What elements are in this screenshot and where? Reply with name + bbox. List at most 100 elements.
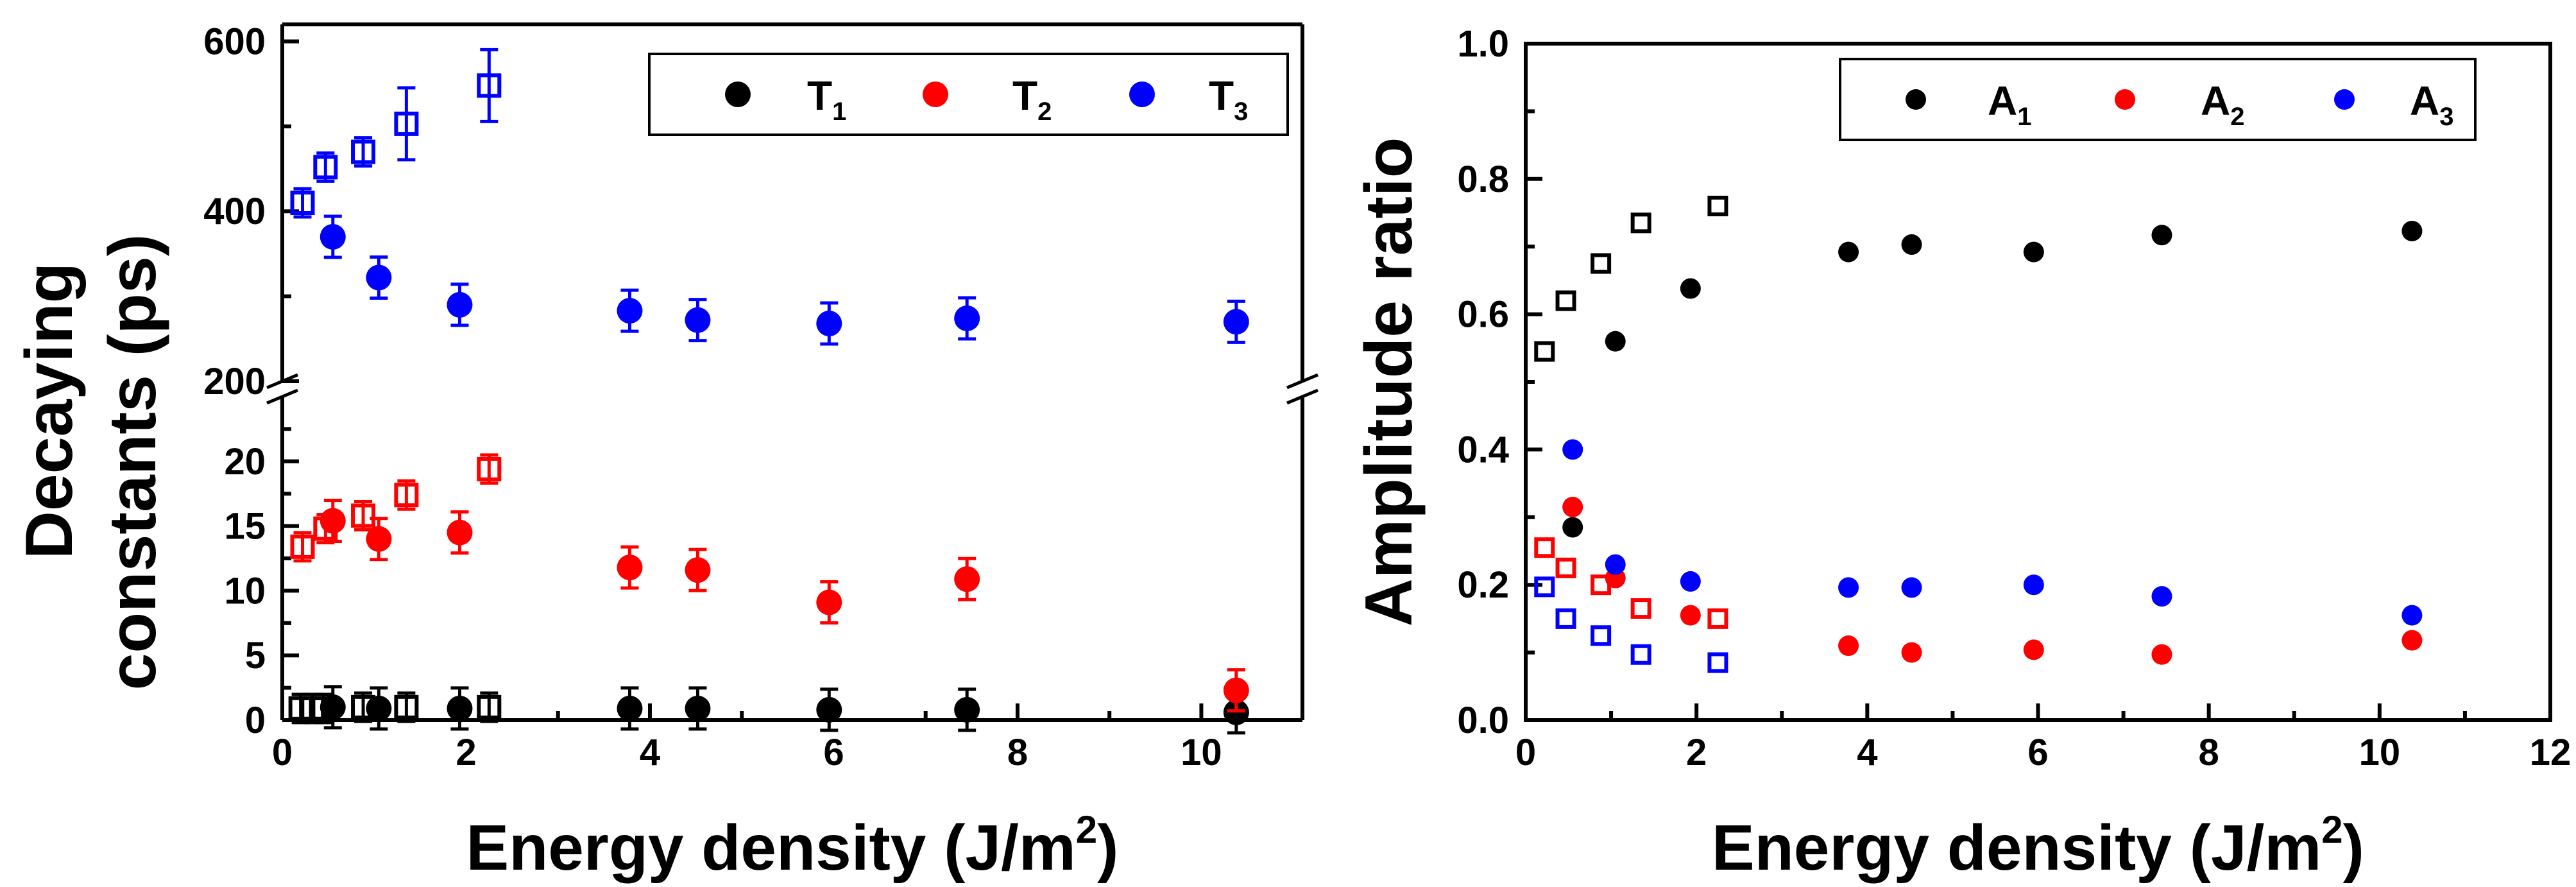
y-tick-label: 0.8 <box>1457 159 1509 200</box>
data-point-open <box>1630 598 1651 619</box>
x-tick-label: 4 <box>1857 732 1877 773</box>
y-axis-label-line1: Decaying <box>12 263 87 559</box>
data-point-filled <box>2401 605 2423 626</box>
data-point-open <box>394 694 419 719</box>
legend-label-sub: 1 <box>2017 103 2031 131</box>
y-tick-label: 600 <box>203 21 266 62</box>
data-point-open <box>1555 290 1576 311</box>
x-tick-label: 6 <box>823 732 844 773</box>
y-tick-label: 0.0 <box>1457 700 1509 741</box>
x-axis-label-close: ) <box>2343 812 2364 884</box>
data-point-filled <box>2151 225 2172 246</box>
legend-label: A2 <box>2201 78 2244 131</box>
data-point-filled <box>447 695 473 721</box>
data-point-filled <box>320 508 346 534</box>
data-point-filled <box>2401 630 2423 651</box>
data-point-filled <box>1680 605 1701 626</box>
data-point-filled <box>447 519 473 546</box>
data-point-filled <box>954 696 980 723</box>
data-point-open <box>477 456 502 481</box>
series-a3 <box>1534 439 2423 673</box>
data-point-open <box>394 111 419 136</box>
legend-label-sub: 1 <box>832 98 846 126</box>
data-point-filled <box>1838 635 1859 657</box>
x-tick-label: 6 <box>2027 732 2048 773</box>
legend-label-sub: 2 <box>1037 98 1052 126</box>
x-axis-label: Energy density (J/m2) <box>1712 808 2364 884</box>
legend-label-name: T <box>1209 73 1234 119</box>
data-point-filled <box>1605 554 1626 575</box>
data-point-open <box>1591 253 1612 274</box>
legend-box <box>648 53 1289 136</box>
series-t1 <box>288 685 1249 735</box>
data-point-filled <box>1680 278 1701 299</box>
data-point-open <box>1591 625 1612 646</box>
y-tick-label: 0.4 <box>1457 429 1509 470</box>
data-point-filled <box>1838 241 1859 263</box>
legend-label-name: T <box>807 73 832 119</box>
y-tick-label: 0 <box>245 700 266 741</box>
legend-label-name: A <box>2201 78 2230 124</box>
x-axis-label-close: ) <box>1097 812 1118 884</box>
y-tick-label: 0.6 <box>1457 294 1509 336</box>
data-point-filled <box>1901 234 1922 255</box>
data-point-open <box>1630 644 1651 665</box>
legend-label-sub: 2 <box>2230 103 2244 131</box>
data-point-filled <box>1562 439 1583 460</box>
legend-marker <box>923 82 948 107</box>
data-point-filled <box>816 696 842 723</box>
data-point-filled <box>1223 309 1249 335</box>
x-axis-label-text: Energy density (J/m <box>466 812 1076 884</box>
data-point-filled <box>2023 241 2044 263</box>
data-point-filled <box>1605 331 1626 352</box>
data-point-filled <box>685 695 711 721</box>
x-tick-label: 4 <box>640 732 660 773</box>
data-point-filled <box>1680 571 1701 592</box>
data-point-filled <box>2401 220 2423 241</box>
legend-label: A3 <box>2410 78 2453 131</box>
data-point-filled <box>447 291 473 318</box>
legend-label-sub: 3 <box>1234 98 1248 126</box>
data-point-filled <box>2151 586 2172 607</box>
data-point-filled <box>1562 517 1583 538</box>
data-point-open <box>290 191 315 215</box>
x-axis-label-sup: 2 <box>1076 808 1097 851</box>
data-point-open <box>1555 608 1576 629</box>
legend: A1 A2 A3 <box>1839 58 2477 141</box>
data-point-filled <box>954 306 980 332</box>
y-tick-label: 1.0 <box>1457 23 1509 65</box>
data-point-open <box>1707 195 1728 216</box>
y-tick-label: 0.2 <box>1457 564 1509 606</box>
data-point-filled <box>320 223 346 250</box>
data-point-open <box>1534 537 1555 558</box>
data-point-filled <box>1838 577 1859 598</box>
x-tick-label: 12 <box>2530 732 2572 773</box>
data-point-filled <box>617 555 643 581</box>
data-point-open <box>1534 341 1555 362</box>
series-t3 <box>290 47 1249 346</box>
legend-label: T3 <box>1209 73 1248 126</box>
y-tick-label: 15 <box>224 506 266 547</box>
data-point-filled <box>816 589 842 616</box>
y-tick-label: 400 <box>203 191 266 232</box>
x-tick-label: 0 <box>272 732 293 773</box>
x-axis-label-text: Energy density (J/m <box>1712 812 2321 884</box>
legend-marker <box>2334 89 2355 110</box>
data-point-filled <box>617 298 643 324</box>
data-point-filled <box>1901 577 1922 598</box>
legend-marker <box>1906 89 1926 110</box>
data-point-open <box>1591 574 1612 596</box>
right-chart: 0 2 4 6 8 10 120.00.20.40.60.81.0A1 A2 A3Energy … <box>1352 23 2571 884</box>
legend-label-name: A <box>2410 78 2439 124</box>
data-point-filled <box>816 310 842 336</box>
y-tick-label: 200 <box>203 361 266 402</box>
x-tick-label: 10 <box>1181 732 1222 773</box>
y-tick-label: 10 <box>224 570 266 612</box>
series-a1 <box>1534 195 2423 538</box>
x-tick-label: 2 <box>1686 732 1707 773</box>
x-tick-label: 0 <box>1515 732 1536 773</box>
x-tick-label: 8 <box>1007 732 1028 773</box>
legend-label-name: A <box>1988 78 2017 124</box>
